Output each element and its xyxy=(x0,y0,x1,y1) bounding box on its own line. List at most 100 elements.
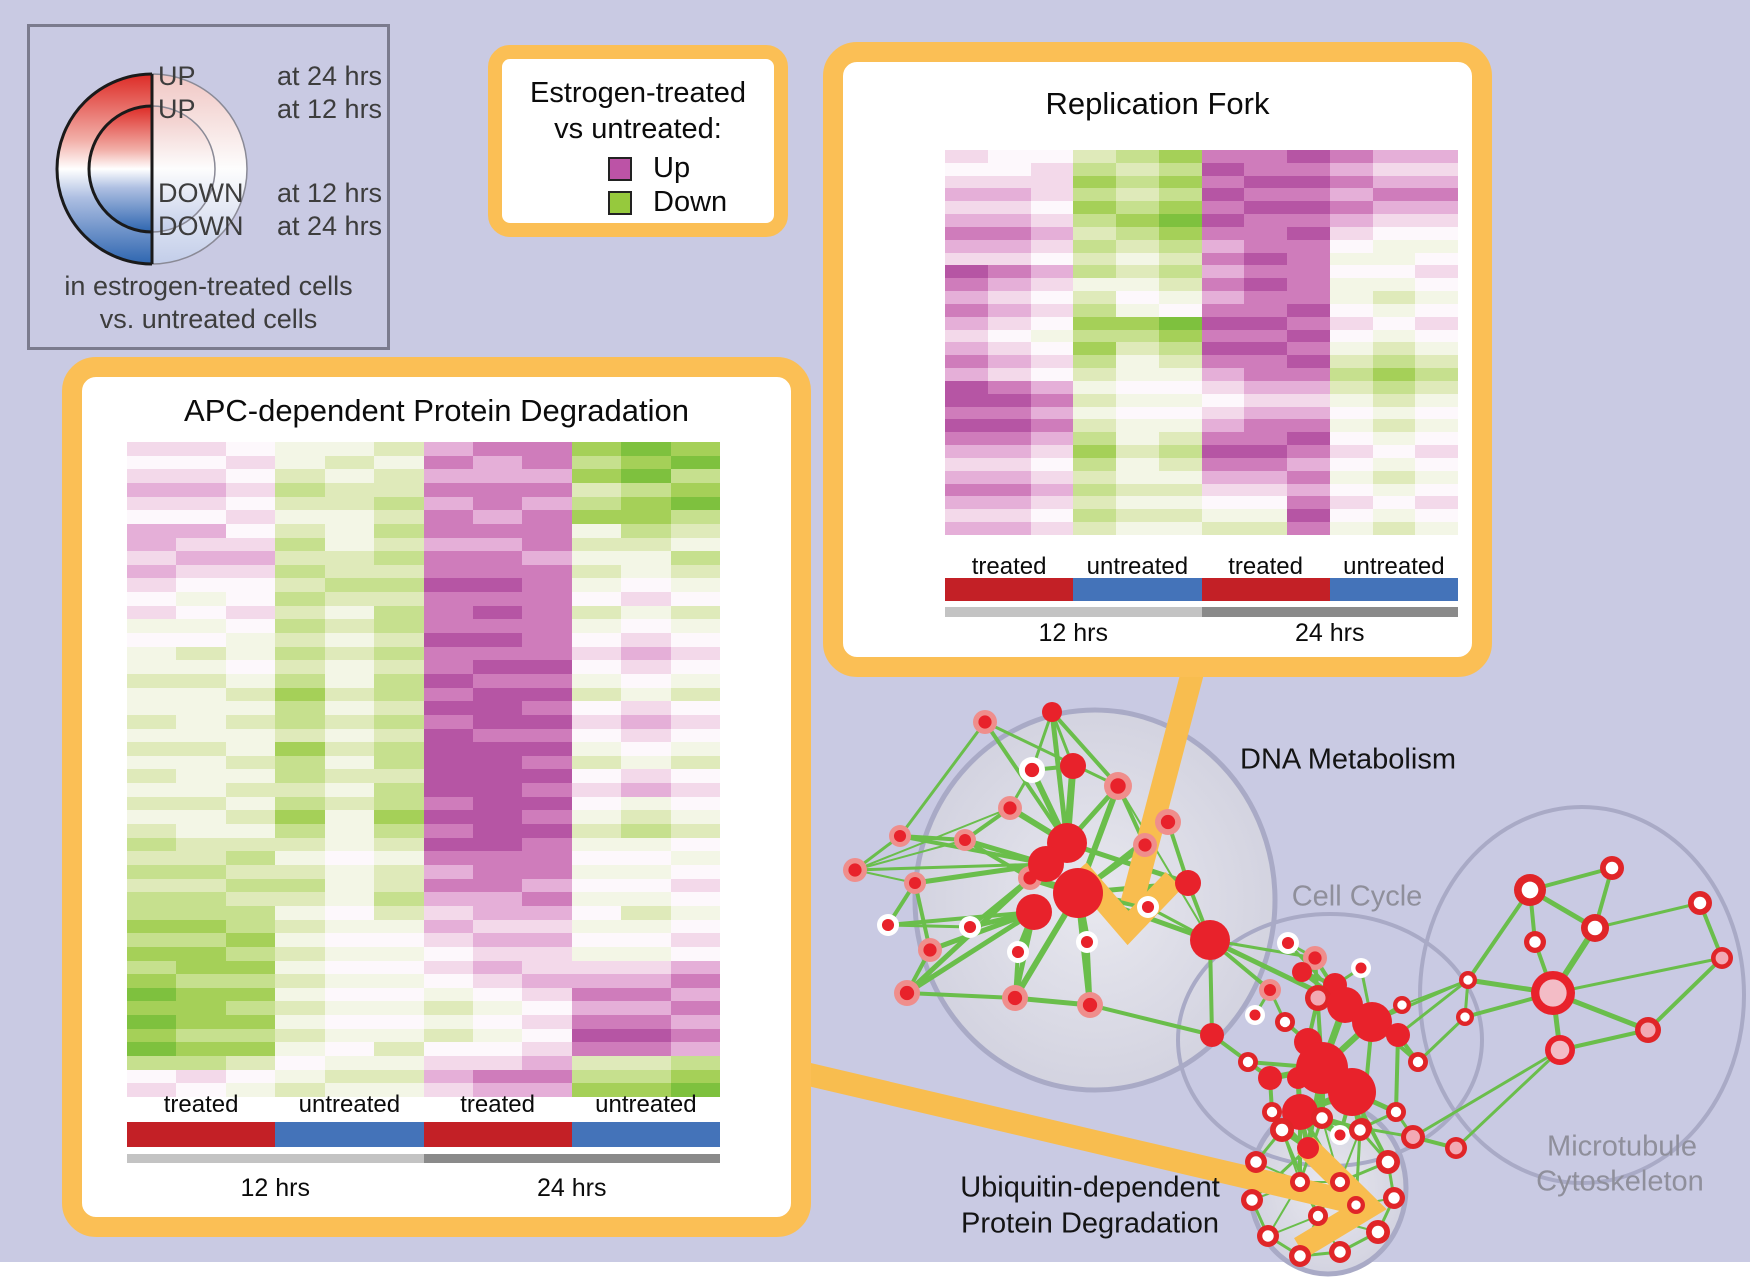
heatmap-cell xyxy=(621,878,671,893)
heatmap-cell xyxy=(945,303,988,317)
heatmap-cell xyxy=(1415,188,1458,202)
heatmap-cell xyxy=(176,592,226,606)
network-node xyxy=(1386,1023,1410,1047)
heatmap-cell xyxy=(987,342,1031,356)
heatmap-cell xyxy=(571,796,622,811)
heatmap-cell xyxy=(621,714,671,729)
heatmap-cell xyxy=(275,796,325,811)
heatmap-cell xyxy=(324,933,375,947)
heatmap-cell xyxy=(1329,483,1373,497)
heatmap-cell xyxy=(1244,278,1287,292)
heatmap-cell xyxy=(472,537,523,552)
heatmap-cell xyxy=(374,824,424,838)
heatmap-cell xyxy=(1372,393,1416,407)
heatmap-cell xyxy=(621,946,671,961)
heatmap-cell xyxy=(1030,509,1074,523)
heatmap-cell xyxy=(1287,380,1330,394)
heatmap-cell xyxy=(472,878,523,893)
heatmap-cell xyxy=(225,660,276,674)
heatmap-cell xyxy=(1073,303,1116,317)
heatmap-cell xyxy=(1201,252,1245,266)
heatmap-cell xyxy=(1030,470,1074,484)
heatmap-cell xyxy=(621,960,671,975)
heatmap-cell xyxy=(670,919,720,934)
heatmap-cell xyxy=(1244,522,1287,535)
heatmap-cell xyxy=(1329,432,1373,446)
heatmap-cell xyxy=(621,742,671,756)
heatmap-cell xyxy=(1158,393,1202,407)
heatmap-cell xyxy=(1158,239,1202,253)
heatmap-cell xyxy=(225,701,276,715)
heatmap-cell xyxy=(1415,522,1458,535)
heatmap-cell xyxy=(275,646,325,661)
heatmap-cell xyxy=(374,905,424,920)
heatmap-cell xyxy=(324,1001,375,1016)
heatmap-cell xyxy=(1030,214,1074,227)
heatmap-cell xyxy=(1329,265,1373,279)
heatmap-cell xyxy=(571,905,622,920)
heatmap-cell xyxy=(1073,316,1116,330)
heatmap-cell xyxy=(275,933,325,947)
heatmap-cell xyxy=(987,380,1031,394)
heatmap-cell xyxy=(1244,175,1287,189)
network-node xyxy=(1263,983,1277,997)
microtubule-label-line1: Microtubule xyxy=(1547,1130,1697,1163)
heatmap-cell xyxy=(987,406,1031,420)
heatmap-cell xyxy=(423,1001,473,1016)
heatmap-cell xyxy=(324,742,375,756)
heatmap-cell xyxy=(176,783,226,797)
heatmap-cell xyxy=(1244,432,1287,446)
heatmap-cell xyxy=(621,592,671,606)
network-node xyxy=(1250,1156,1262,1168)
heatmap-cell xyxy=(127,455,177,470)
heatmap-cell xyxy=(1244,496,1287,510)
heatmap-cell xyxy=(1158,380,1202,394)
heatmap-cell xyxy=(225,619,276,634)
heatmap-cell xyxy=(225,687,276,702)
heatmap-cell xyxy=(1073,291,1116,304)
heatmap-cell xyxy=(571,783,622,797)
heatmap-cell xyxy=(275,851,325,866)
heatmap-cell xyxy=(225,796,276,811)
heatmap-cell xyxy=(1116,419,1159,433)
heatmap-cell xyxy=(1201,239,1245,253)
heatmap-cell xyxy=(275,633,325,647)
heatmap-cell xyxy=(987,150,1031,163)
heatmap-cell xyxy=(275,592,325,606)
network-node xyxy=(1334,1176,1346,1188)
heatmap-cell xyxy=(176,824,226,838)
heatmap-cell xyxy=(423,783,473,797)
heatmap-cell xyxy=(1244,239,1287,253)
heatmap-cell xyxy=(127,1001,177,1016)
heatmap-cell xyxy=(225,564,276,579)
heatmap-cell xyxy=(945,522,988,535)
heatmap-cell xyxy=(1244,214,1287,227)
down-24-time: at 24 hrs xyxy=(277,211,383,241)
heatmap-cell xyxy=(127,1028,177,1043)
heatmap-cell xyxy=(1287,316,1330,330)
heatmap-cell xyxy=(324,523,375,538)
heatmap-cell xyxy=(225,673,276,688)
heatmap-cell xyxy=(374,1001,424,1016)
heatmap-cell xyxy=(275,1083,325,1097)
heatmap-cell xyxy=(670,824,720,838)
network-node xyxy=(1715,951,1729,965)
heatmap-cell xyxy=(1372,457,1416,471)
heatmap-cell xyxy=(472,892,523,906)
heatmap-cell xyxy=(423,523,473,538)
heatmap-cell xyxy=(621,769,671,784)
heatmap-cell xyxy=(522,933,572,947)
heatmap-cell xyxy=(176,755,226,770)
heatmap-cell xyxy=(1030,188,1074,202)
heatmap-cell xyxy=(374,796,424,811)
heatmap-cell xyxy=(176,1028,226,1043)
heatmap-cell xyxy=(522,551,572,565)
network-node xyxy=(1258,1066,1282,1090)
heatmap-cell xyxy=(1287,226,1330,240)
heatmap-cell xyxy=(472,742,523,756)
heatmap-cell xyxy=(1201,432,1245,446)
heatmap-cell xyxy=(225,851,276,866)
heatmap-cell xyxy=(571,878,622,893)
heatmap-cell xyxy=(1415,214,1458,227)
heatmap-cell xyxy=(1158,445,1202,458)
